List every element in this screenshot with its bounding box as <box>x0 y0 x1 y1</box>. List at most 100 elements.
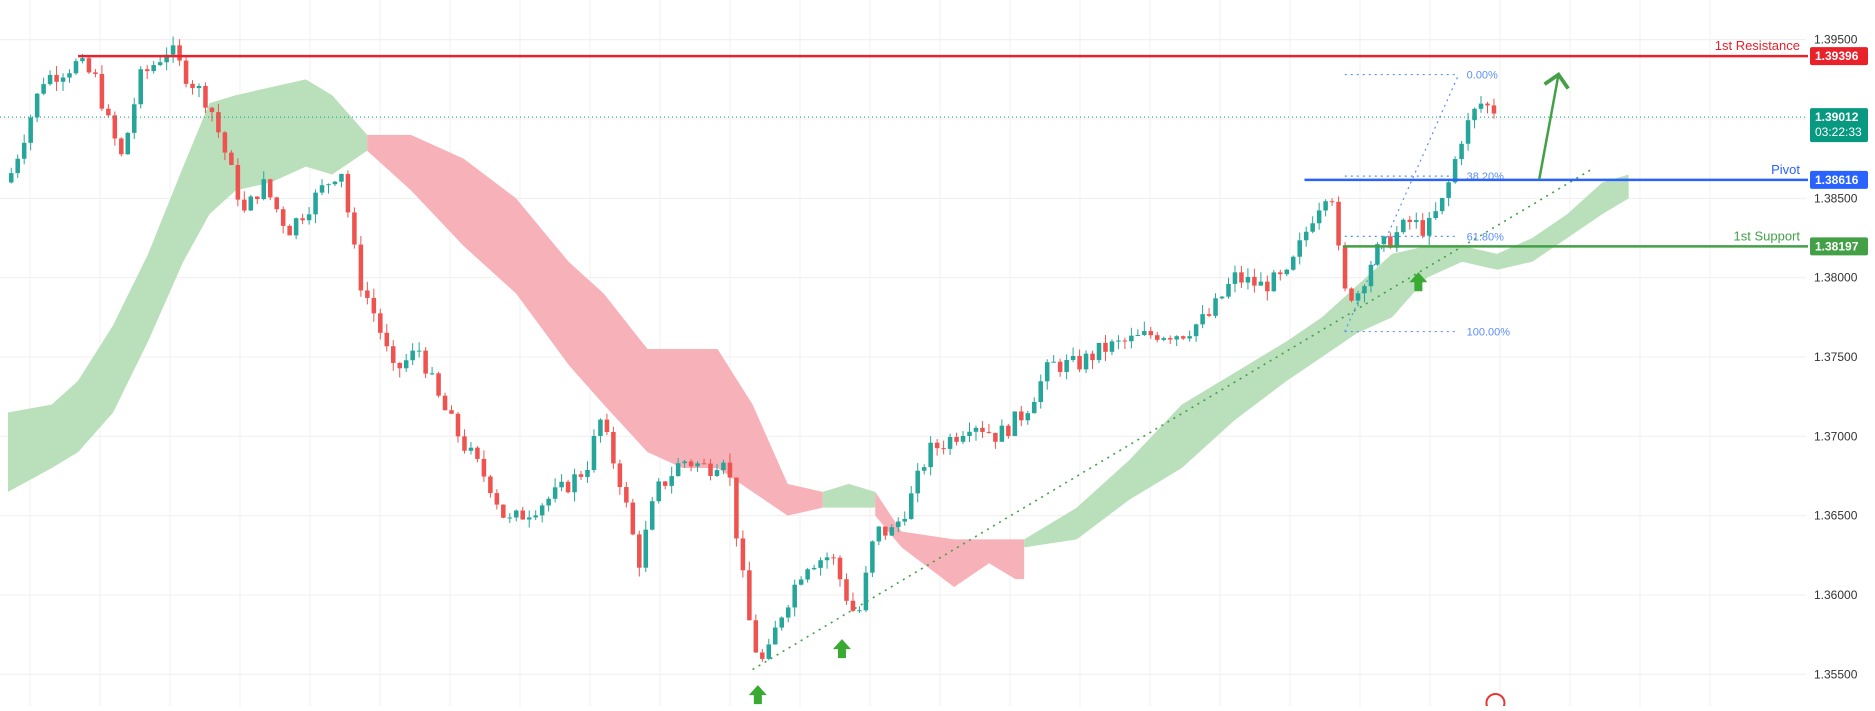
candle <box>695 463 700 467</box>
candle <box>1135 334 1141 336</box>
candle <box>908 493 914 519</box>
candle <box>1336 201 1341 246</box>
candle <box>643 529 649 568</box>
price-axis[interactable]: 1.39500 1.38500 1.38000 1.37500 1.37000 1.365… <box>1808 0 1875 706</box>
candle <box>967 431 972 436</box>
candle <box>863 572 869 611</box>
y-tick-label: 1.35500 <box>1814 667 1858 681</box>
candle <box>1142 331 1147 335</box>
candle <box>248 196 254 211</box>
candle <box>1070 355 1076 360</box>
candle <box>1316 210 1322 224</box>
candle <box>1310 223 1315 232</box>
level-name: 1st Support <box>1734 228 1801 243</box>
candle <box>1278 272 1283 275</box>
candle <box>637 534 642 568</box>
candle <box>229 152 234 165</box>
candle <box>1038 381 1043 402</box>
candle <box>429 373 435 375</box>
candle <box>1381 236 1387 245</box>
candle <box>1394 232 1400 248</box>
candle <box>973 427 979 432</box>
candle <box>423 350 428 374</box>
candle <box>449 410 454 414</box>
candle <box>572 474 577 493</box>
current-price-tag <box>1810 108 1868 143</box>
candle <box>99 73 105 109</box>
candle <box>365 290 370 298</box>
candle <box>999 425 1005 442</box>
candle <box>125 132 131 155</box>
candle <box>857 610 862 612</box>
candle <box>1051 361 1056 363</box>
candle <box>209 107 215 113</box>
candle <box>559 481 564 488</box>
candle <box>1025 413 1031 421</box>
candle <box>416 350 422 352</box>
candle <box>1064 359 1069 372</box>
candle <box>190 83 195 89</box>
candle <box>144 69 150 72</box>
candle <box>1090 353 1095 361</box>
y-tick-label: 1.36500 <box>1814 509 1858 523</box>
candle <box>954 436 959 442</box>
candle <box>1006 425 1011 436</box>
candle <box>611 431 616 464</box>
candle <box>1465 120 1471 144</box>
candle <box>721 462 726 471</box>
candle <box>1290 256 1296 270</box>
candle <box>1420 220 1426 236</box>
candle <box>287 225 292 236</box>
candle <box>313 192 318 215</box>
candle <box>811 567 817 570</box>
candle <box>1303 231 1309 241</box>
candle <box>1297 240 1302 257</box>
candle <box>280 209 286 226</box>
candle <box>1362 286 1367 294</box>
fib-diagonal <box>1344 74 1460 332</box>
candle <box>21 142 27 159</box>
candle <box>203 85 208 108</box>
candle <box>934 442 940 449</box>
candle <box>889 527 895 536</box>
candle <box>831 557 836 559</box>
candle <box>468 447 474 451</box>
y-tick-label: 1.37000 <box>1814 429 1858 443</box>
candle <box>753 620 759 653</box>
arrow-up-icon <box>748 685 767 705</box>
y-tick-label: 1.39500 <box>1814 33 1858 47</box>
candle <box>138 69 143 105</box>
candle <box>598 419 603 436</box>
candle <box>60 77 66 82</box>
candle <box>533 515 538 518</box>
candle <box>1226 283 1231 297</box>
candle <box>1109 341 1115 352</box>
level-price-tag <box>1810 170 1868 189</box>
candle <box>1129 335 1134 342</box>
candle <box>941 448 946 450</box>
candle <box>1401 219 1406 233</box>
candle <box>41 84 46 94</box>
candle <box>585 469 590 477</box>
candle <box>319 185 325 193</box>
candle <box>47 74 53 85</box>
candle <box>1368 264 1374 287</box>
candle <box>1083 353 1089 370</box>
candle <box>222 132 228 153</box>
candle <box>345 173 351 213</box>
candle <box>261 179 267 200</box>
candle <box>119 138 124 155</box>
candle <box>772 627 778 645</box>
candle <box>1413 220 1419 223</box>
candle <box>526 517 532 520</box>
arrow-up-icon <box>1409 272 1428 292</box>
candle <box>1167 338 1173 340</box>
logo-icon <box>1485 693 1506 711</box>
candle <box>591 435 597 470</box>
candle <box>358 244 364 291</box>
candle <box>662 481 668 486</box>
candle <box>255 196 260 200</box>
candle <box>514 510 519 518</box>
level-price-label: 1.38197 <box>1815 239 1859 253</box>
